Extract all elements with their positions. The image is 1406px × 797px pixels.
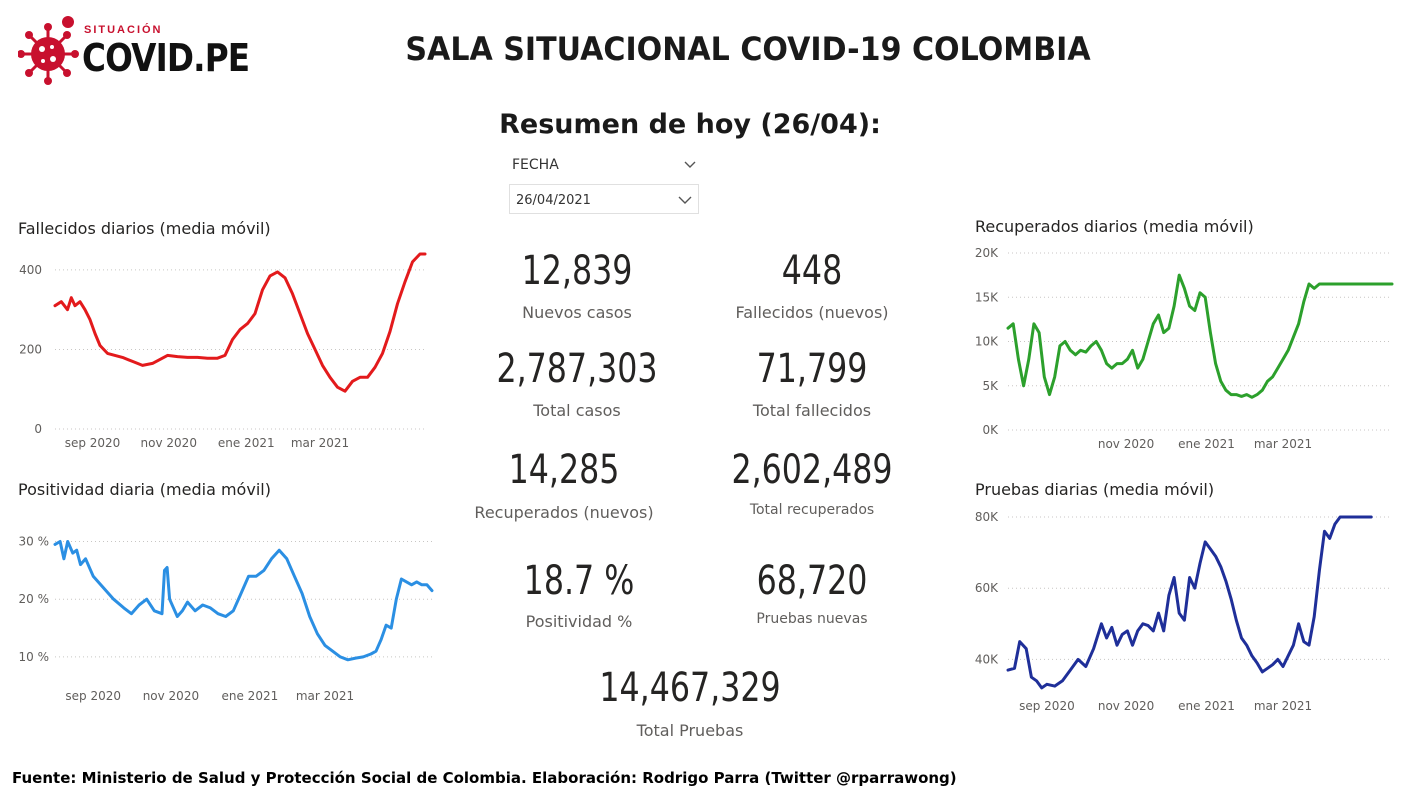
series-line-pruebas	[1006, 515, 1373, 690]
kpi-positividad-label: Positividad %	[525, 612, 633, 631]
x-tick-label: nov 2020	[1098, 437, 1154, 451]
x-tick-label: mar 2021	[1254, 699, 1312, 713]
chart-recuperados: 0K 5K 10K 15K 20K nov 2020 ene 2021 mar 2021	[975, 246, 1394, 451]
kpi-total-recuperados-value: 2,602,489	[731, 447, 893, 493]
chart-fallecidos: 0 200 400 sep 2020 nov 2020 ene 2021 mar 2021	[19, 252, 427, 450]
kpi-recuperados-nuevos-value: 14,285	[508, 447, 620, 493]
y-tick-label: 10 %	[19, 650, 50, 664]
x-tick-label: nov 2020	[1098, 699, 1154, 713]
y-tick-label: 20K	[975, 246, 999, 260]
chevron-down-icon	[678, 196, 692, 204]
x-tick-label: sep 2020	[1019, 699, 1075, 713]
kpi-total-casos-value: 2,787,303	[496, 346, 658, 392]
x-tick-label: mar 2021	[1254, 437, 1312, 451]
kpi-total-recuperados-label: Total recuperados	[749, 502, 875, 518]
y-tick-label: 20 %	[19, 592, 50, 606]
x-tick-label: ene 2021	[222, 689, 279, 703]
chart-title-recuperados: Recuperados diarios (media móvil)	[975, 217, 1254, 236]
y-tick-label: 60K	[975, 581, 999, 595]
kpi-pruebas-nuevas-label: Pruebas nuevas	[756, 611, 868, 627]
kpi-positividad-value: 18.7 %	[523, 558, 635, 604]
chart-positividad: 10 % 20 % 30 % sep 2020 nov 2020 ene 2021 mar …	[19, 535, 434, 703]
y-tick-label: 30 %	[19, 535, 50, 549]
kpi-recuperados-nuevos-label: Recuperados (nuevos)	[474, 503, 654, 522]
logo-text: COVID.PE	[82, 36, 250, 80]
covid-pe-logo: SITUACIÓN COVID.PE	[18, 14, 250, 90]
kpi-nuevos-casos-value: 12,839	[521, 248, 633, 294]
x-tick-label: ene 2021	[1178, 437, 1235, 451]
y-tick-label: 400	[19, 263, 42, 277]
kpi-total-pruebas-label: Total Pruebas	[636, 721, 744, 740]
x-tick-label: mar 2021	[291, 436, 349, 450]
summary-heading: Resumen de hoy (26/04):	[499, 109, 881, 140]
y-tick-label: 80K	[975, 510, 999, 524]
date-slicer-label: FECHA	[512, 157, 559, 173]
chart-title-pruebas: Pruebas diarias (media móvil)	[975, 480, 1215, 499]
y-tick-label: 200	[19, 342, 42, 356]
date-slicer-dropdown[interactable]: 26/04/2021	[509, 184, 699, 214]
page-title: SALA SITUACIONAL COVID-19 COLOMBIA	[405, 30, 1091, 68]
x-tick-label: sep 2020	[65, 436, 121, 450]
series-line-fallecidos	[53, 252, 427, 393]
y-tick-label: 40K	[975, 652, 999, 666]
x-tick-label: ene 2021	[1178, 699, 1235, 713]
series-line-positividad	[53, 540, 434, 662]
chart-title-positividad: Positividad diaria (media móvil)	[18, 480, 271, 499]
chevron-down-icon[interactable]	[683, 158, 697, 172]
kpi-pruebas-nuevas-value: 68,720	[756, 558, 868, 604]
virus-icon	[18, 16, 79, 85]
kpi-total-fallecidos-value: 71,799	[756, 346, 868, 392]
logo-subtitle: SITUACIÓN	[84, 24, 163, 36]
x-tick-label: nov 2020	[141, 436, 197, 450]
y-tick-label: 0	[34, 422, 42, 436]
kpi-total-fallecidos-label: Total fallecidos	[752, 401, 872, 420]
y-tick-label: 5K	[982, 379, 999, 393]
chart-pruebas: 40K 60K 80K sep 2020 nov 2020 ene 2021 mar 202…	[975, 510, 1392, 713]
series-line-recuperados	[1006, 273, 1394, 399]
kpi-fallecidos-nuevos-value: 448	[781, 248, 843, 294]
source-footer: Fuente: Ministerio de Salud y Protección…	[12, 769, 957, 787]
x-tick-label: ene 2021	[218, 436, 275, 450]
kpi-nuevos-casos-label: Nuevos casos	[522, 303, 632, 322]
y-tick-label: 0K	[982, 423, 999, 437]
x-tick-label: nov 2020	[143, 689, 199, 703]
chart-title-fallecidos: Fallecidos diarios (media móvil)	[18, 219, 271, 238]
y-tick-label: 15K	[975, 290, 999, 304]
kpi-fallecidos-nuevos-label: Fallecidos (nuevos)	[735, 303, 889, 322]
kpi-total-pruebas-value: 14,467,329	[599, 665, 781, 711]
x-tick-label: sep 2020	[65, 689, 121, 703]
x-tick-label: mar 2021	[296, 689, 354, 703]
kpi-total-casos-label: Total casos	[533, 401, 621, 420]
y-tick-label: 10K	[975, 335, 999, 349]
date-slicer-value: 26/04/2021	[516, 193, 591, 208]
